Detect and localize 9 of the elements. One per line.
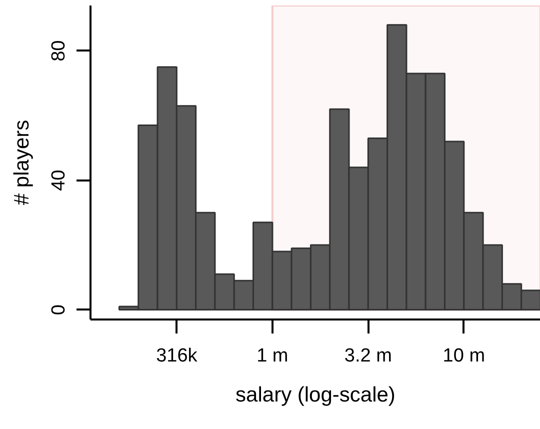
x-tick-label: 1 m: [256, 346, 288, 366]
x-axis-title: salary (log-scale): [236, 384, 396, 406]
x-tick-label: 10 m: [442, 346, 486, 366]
x-tick-label: 3.2 m: [344, 346, 392, 366]
y-tick-label: 40: [48, 170, 70, 191]
x-tick-label: 316k: [156, 346, 198, 366]
y-tick-label: 80: [48, 40, 70, 62]
y-axis-title: # players: [10, 120, 34, 206]
y-tick-label: 0: [48, 304, 70, 316]
